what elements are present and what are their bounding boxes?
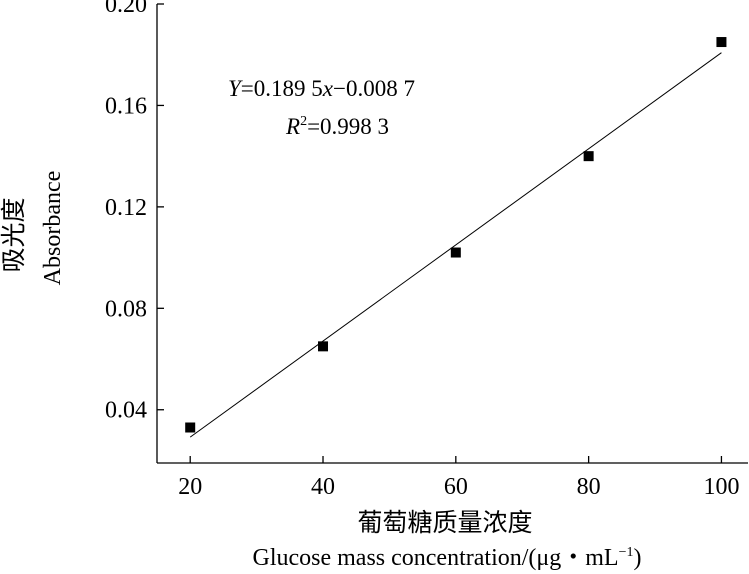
data-point	[583, 151, 594, 162]
x-axis-title-en-main: Glucose mass concentration/(μg・mL	[252, 545, 618, 571]
x-axis-title-en: Glucose mass concentration/(μg・mL−1)	[252, 545, 641, 571]
x-axis-title-cn: 葡萄糖质量浓度	[357, 509, 532, 537]
axes	[156, 4, 748, 464]
y-ticks: 0.04 0.08 0.12 0.16 0.20	[105, 0, 164, 424]
equation-line: Y=0.189 5x−0.008 7	[228, 76, 415, 101]
data-point	[318, 341, 329, 352]
y-tick-label: 0.16	[105, 93, 147, 119]
y-axis-title-cn: 吸光度	[0, 197, 28, 272]
y-tick-label: 0.12	[105, 195, 147, 221]
equation-y-var: Y	[228, 76, 243, 101]
r-squared-line: R2=0.998 3	[285, 114, 389, 139]
x-ticks: 20 40 60 80 100	[178, 456, 739, 500]
r-squared-value: =0.998 3	[307, 114, 389, 139]
x-tick-label: 40	[311, 474, 335, 500]
y-tick-label: 0.04	[105, 398, 147, 424]
equation-x-var: x	[322, 76, 334, 101]
r-squared-var: R	[285, 114, 300, 139]
x-tick-label: 100	[703, 474, 739, 500]
r-squared-sup: 2	[300, 114, 307, 129]
data-point	[185, 422, 196, 433]
data-point	[450, 247, 461, 258]
x-tick-label: 60	[444, 474, 468, 500]
x-tick-label: 80	[577, 474, 601, 500]
data-points	[185, 37, 727, 433]
y-axis-title-en: Absorbance	[40, 171, 66, 286]
y-tick-label: 0.20	[105, 0, 147, 18]
y-tick-label: 0.08	[105, 296, 147, 322]
fit-line	[189, 52, 722, 438]
equation-body: =0.189 5	[241, 76, 323, 101]
x-axis-title-en-close: )	[634, 545, 642, 571]
data-point	[716, 37, 727, 48]
equation-tail: −0.008 7	[333, 76, 415, 101]
x-axis-title-en-sup: −1	[619, 545, 634, 560]
x-tick-label: 20	[178, 474, 202, 500]
